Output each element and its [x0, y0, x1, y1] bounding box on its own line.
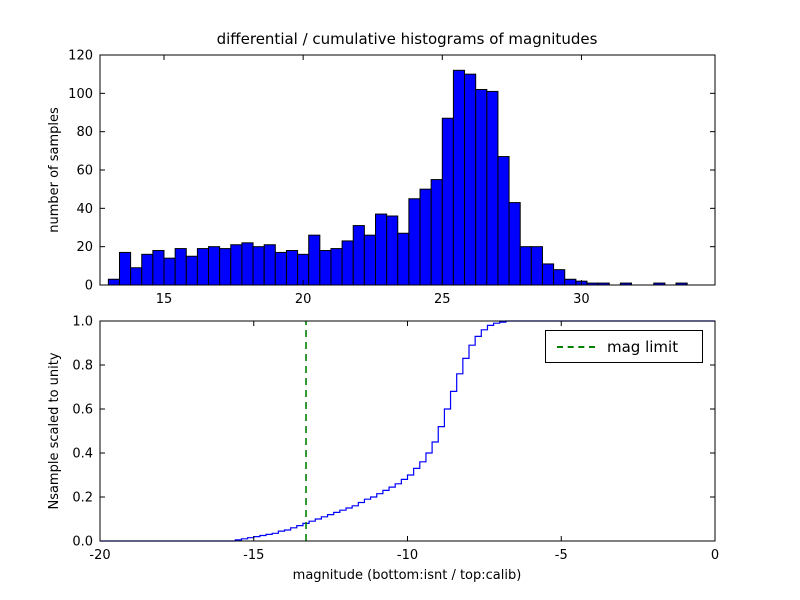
histogram-bar — [363, 234, 376, 286]
histogram-bar — [386, 215, 399, 286]
histogram-bar — [452, 69, 466, 286]
histogram-bar — [185, 255, 198, 286]
histogram-bar — [141, 253, 154, 286]
x-tick-label: 15 — [156, 292, 173, 307]
histogram-bar — [285, 250, 299, 286]
histogram-bar — [241, 242, 254, 286]
bottom-ylabel: Nsample scaled to unity — [47, 352, 62, 509]
histogram-bar — [130, 267, 143, 286]
histogram-bar — [308, 234, 321, 286]
y-tick-label: 0.8 — [72, 359, 93, 374]
histogram-bar — [486, 90, 499, 286]
histogram-bar — [163, 257, 176, 286]
x-tick-label: 25 — [434, 292, 451, 307]
y-tick-label: 0.6 — [72, 403, 93, 418]
histogram-bar — [219, 248, 232, 286]
histogram-bar — [341, 240, 354, 286]
x-tick-label: -20 — [89, 548, 110, 563]
histogram-bar — [263, 244, 276, 286]
histogram-bar — [419, 188, 432, 286]
histogram-bar — [274, 251, 287, 286]
top-ylabel: number of samples — [47, 107, 62, 233]
y-tick-label: 100 — [68, 87, 93, 102]
cumulative-line — [100, 320, 715, 542]
y-tick-label: 20 — [76, 240, 93, 255]
bottom-xlabel: magnitude (bottom:isnt / top:calib) — [293, 568, 522, 583]
histogram-bar — [319, 250, 332, 286]
histogram-bar — [541, 263, 555, 286]
histogram-bar — [464, 73, 477, 286]
chart-title: differential / cumulative histograms of … — [217, 30, 598, 48]
histogram-bar — [497, 156, 510, 286]
x-tick-label: -10 — [397, 548, 418, 563]
histogram-bar — [564, 278, 577, 286]
y-tick-label: 1.0 — [72, 315, 93, 330]
histogram-bar — [152, 250, 165, 286]
y-tick-label: 0.0 — [72, 535, 93, 550]
histogram-bar — [352, 225, 365, 286]
histogram-bar — [530, 246, 543, 286]
legend-label: mag limit — [607, 337, 679, 356]
histogram-bar — [475, 89, 488, 286]
histogram-bar — [508, 202, 521, 286]
mag-limit-legend-line — [557, 345, 595, 348]
histogram-bar — [441, 117, 454, 286]
histogram-bar — [408, 198, 421, 286]
x-tick-label: -5 — [555, 548, 568, 563]
x-tick-label: 20 — [295, 292, 312, 307]
x-tick-label: -15 — [243, 548, 264, 563]
histogram-bar — [397, 232, 410, 286]
y-tick-label: 80 — [76, 125, 93, 140]
histogram-bar — [375, 213, 388, 286]
y-tick-label: 0 — [85, 279, 93, 294]
plots: 15 20 25 30 0 20 40 60 80 100 120 -20 -15 -10 -5 0 0.0 0.… — [68, 49, 719, 564]
histogram-bar — [330, 248, 343, 286]
legend: mag limit — [545, 330, 703, 363]
x-tick-label: 0 — [711, 548, 719, 563]
y-tick-label: 40 — [76, 202, 93, 217]
histogram-bar — [174, 248, 187, 286]
histogram-bar — [519, 246, 532, 286]
y-tick-label: 0.2 — [72, 491, 93, 506]
histogram-bar — [196, 248, 210, 286]
y-tick-label: 0.4 — [72, 447, 93, 462]
histogram-bar — [230, 244, 243, 286]
x-tick-label: 30 — [573, 292, 590, 307]
y-tick-label: 120 — [68, 49, 93, 64]
histogram-bar — [252, 246, 265, 286]
subplot-0: 15 20 25 30 0 20 40 60 80 100 120 — [68, 49, 716, 307]
histogram-bar — [430, 179, 443, 286]
histogram-bar — [553, 269, 566, 286]
histogram-bar — [118, 251, 132, 286]
subplot-1: -20 -15 -10 -5 0 0.0 0.2 0.4 0.6 0.8 1.0 — [72, 315, 719, 564]
histogram-bar — [208, 246, 221, 286]
y-tick-label: 60 — [76, 164, 93, 179]
histogram-bar — [107, 278, 120, 286]
